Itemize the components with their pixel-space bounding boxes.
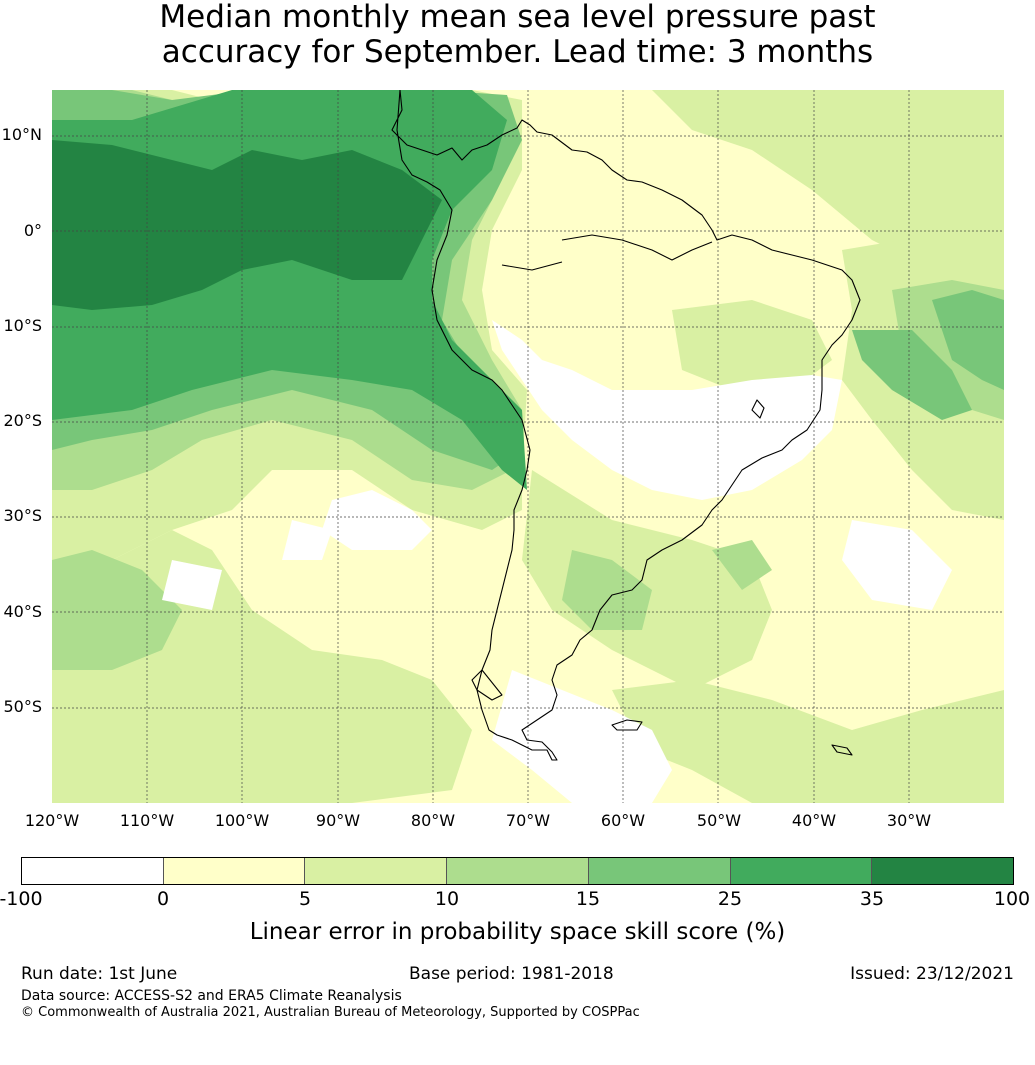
lat-label-30s: 30°S [3,506,42,525]
lon-label-80w: 80°W [410,811,456,830]
colorbar-tick: 35 [859,888,885,910]
map-title-line-2: accuracy for September. Lead time: 3 mon… [161,34,874,70]
colorbar-label: Linear error in probability space skill … [249,919,786,945]
lon-label-50w: 50°W [696,811,742,830]
colorbar-tick: 15 [575,888,601,910]
lat-label-50s: 50°S [3,697,42,716]
data-source: Data source: ACCESS-S2 and ERA5 Climate … [21,988,402,1004]
lon-label-120w: 120°W [24,811,80,830]
lat-label-40s: 40°S [3,602,42,621]
colorbar-segment-neg100-0 [22,858,164,884]
issued-date: Issued: 23/12/2021 [850,964,1014,984]
colorbar-segment-10-15 [447,858,589,884]
lon-label-100w: 100°W [214,811,270,830]
lon-label-90w: 90°W [315,811,361,830]
colorbar-segment-15-25 [588,858,731,884]
colorbar-tick: 25 [717,888,743,910]
colorbar-segment-25-35 [730,858,873,884]
lon-label-70w: 70°W [505,811,551,830]
lon-label-60w: 60°W [600,811,646,830]
skill-region-negative [162,320,952,803]
lat-label-0: 0° [23,221,42,240]
lat-label-10n: 10°N [1,125,42,144]
skill-score-map [52,90,1004,803]
colorbar [21,857,1014,885]
coastline [391,90,861,761]
lat-label-10s: 10°S [3,316,42,335]
lon-label-30w: 30°W [886,811,932,830]
colorbar-tick: 5 [298,888,312,910]
colorbar-tick: -100 [0,888,43,910]
map-title-line-1: Median monthly mean sea level pressure p… [159,0,876,35]
colorbar-tick: 100 [993,888,1031,910]
colorbar-tick: 0 [156,888,170,910]
run-date: Run date: 1st June [21,964,178,984]
lat-label-20s: 20°S [3,411,42,430]
lon-label-110w: 110°W [119,811,175,830]
lon-label-40w: 40°W [791,811,837,830]
colorbar-segment-0-5 [163,858,306,884]
colorbar-tick: 10 [434,888,460,910]
map-gridlines [52,90,1004,803]
copyright-notice: © Commonwealth of Australia 2021, Austra… [21,1005,640,1020]
skill-region-35-100 [52,140,442,310]
base-period: Base period: 1981-2018 [409,964,614,984]
colorbar-segment-5-10 [305,858,448,884]
colorbar-segment-35-100 [872,858,1014,884]
